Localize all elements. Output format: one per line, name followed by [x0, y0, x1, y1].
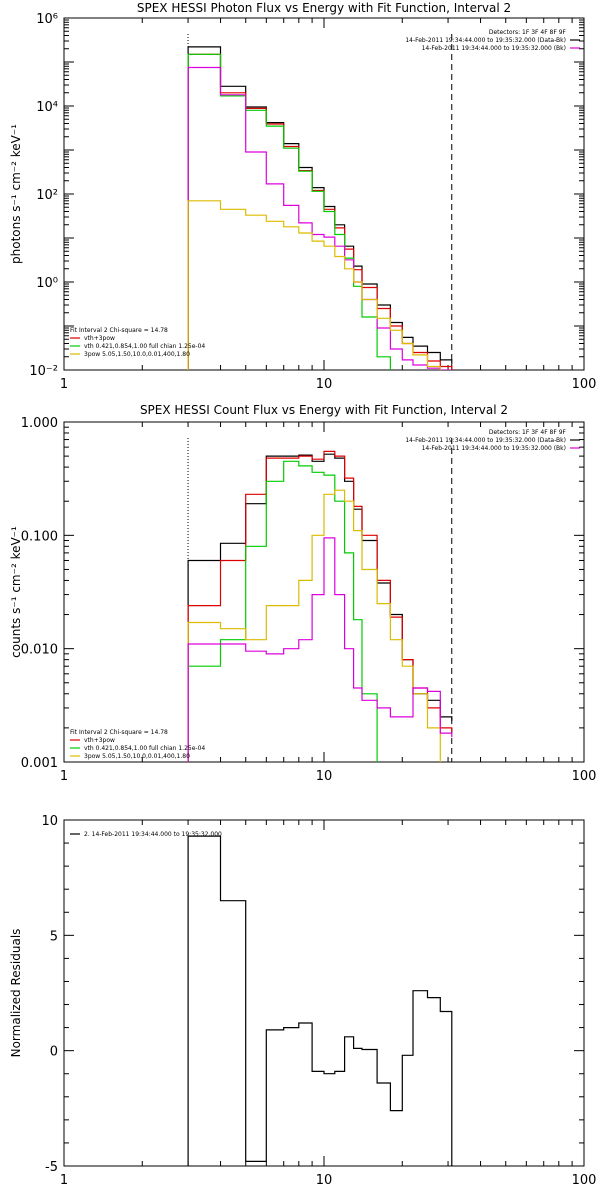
series-line — [187, 66, 452, 370]
x-tick-label: 10 — [316, 1173, 333, 1188]
y-tick-label: 0.100 — [21, 529, 58, 544]
info-text: 14-Feb-2011 19:34:44.000 to 19:35:32.000… — [405, 437, 566, 444]
legend-item: 3pow 5.05,1.50,10.0,0.01,400,1.80 — [84, 753, 190, 760]
y-tick-label: 10⁰ — [36, 276, 58, 291]
x-tick-label: 1 — [60, 769, 68, 784]
legend-item: vth 0.421,0.854,1.00 full chian 1.25e-04 — [84, 745, 205, 752]
legend-item: vth+3pow — [84, 737, 115, 744]
series-line — [187, 53, 453, 370]
series-line — [187, 489, 453, 762]
series-line — [187, 53, 453, 370]
x-tick-label: 100 — [572, 1173, 597, 1188]
y-tick-label: 10² — [36, 188, 58, 203]
y-axis-label: counts s⁻¹ cm⁻² keV⁻¹ — [9, 526, 23, 658]
legend-item: vth+3pow — [84, 335, 115, 342]
y-tick-label: 5 — [50, 929, 58, 944]
y-axis-label: Normalized Residuals — [9, 929, 23, 1058]
x-tick-label: 10 — [316, 769, 333, 784]
y-tick-label: 10⁻² — [29, 364, 58, 379]
x-tick-label: 100 — [572, 769, 597, 784]
info-text: 14-Feb-2011 19:34:44.000 to 19:35:32.000… — [405, 37, 566, 44]
legend-header: Fit Interval 2 Chi-square = 14.78 — [70, 729, 168, 736]
plot-frame — [63, 819, 585, 1167]
series-line — [187, 200, 453, 370]
series-line — [187, 537, 453, 762]
legend-header: Fit Interval 2 Chi-square = 14.78 — [70, 327, 168, 334]
series-line — [187, 450, 453, 762]
legend-item: 2. 14-Feb-2011 19:34:44.000 to 19:35:32.… — [84, 831, 222, 838]
y-tick-label: 0.010 — [21, 643, 58, 658]
info-text: Detectors: 1F 3F 4F 8F 9F — [489, 429, 567, 436]
info-text: 14-Feb-2011 19:34:44.000 to 19:35:32.000… — [422, 45, 566, 52]
y-axis-label: photons s⁻¹ cm⁻² keV⁻¹ — [9, 124, 23, 264]
chart-title: SPEX HESSI Count Flux vs Energy with Fit… — [140, 403, 508, 417]
y-tick-label: 10⁴ — [36, 100, 58, 115]
y-tick-label: 10 — [41, 814, 58, 829]
series-line — [187, 835, 453, 1166]
info-text: Detectors: 1F 3F 4F 8F 9F — [489, 29, 567, 36]
y-tick-label: 0.001 — [21, 756, 58, 771]
y-tick-label: 0 — [50, 1045, 58, 1060]
series-line — [187, 453, 453, 762]
legend-item: vth 0.421,0.854,1.00 full chian 1.25e-04 — [84, 343, 205, 350]
y-tick-label: 10⁶ — [36, 12, 58, 27]
x-tick-label: 100 — [572, 377, 597, 392]
y-tick-label: 1.000 — [21, 416, 58, 431]
series-line — [187, 460, 453, 762]
chart-title: SPEX HESSI Photon Flux vs Energy with Fi… — [137, 1, 511, 15]
x-tick-label: 1 — [60, 377, 68, 392]
y-tick-label: -5 — [45, 1160, 58, 1175]
info-text: 14-Feb-2011 19:34:44.000 to 19:35:32.000… — [422, 445, 566, 452]
legend-item: 3pow 5.05,1.50,10.0,0.01,400,1.80 — [84, 351, 190, 358]
x-tick-label: 10 — [316, 377, 333, 392]
x-tick-label: 1 — [60, 1173, 68, 1188]
